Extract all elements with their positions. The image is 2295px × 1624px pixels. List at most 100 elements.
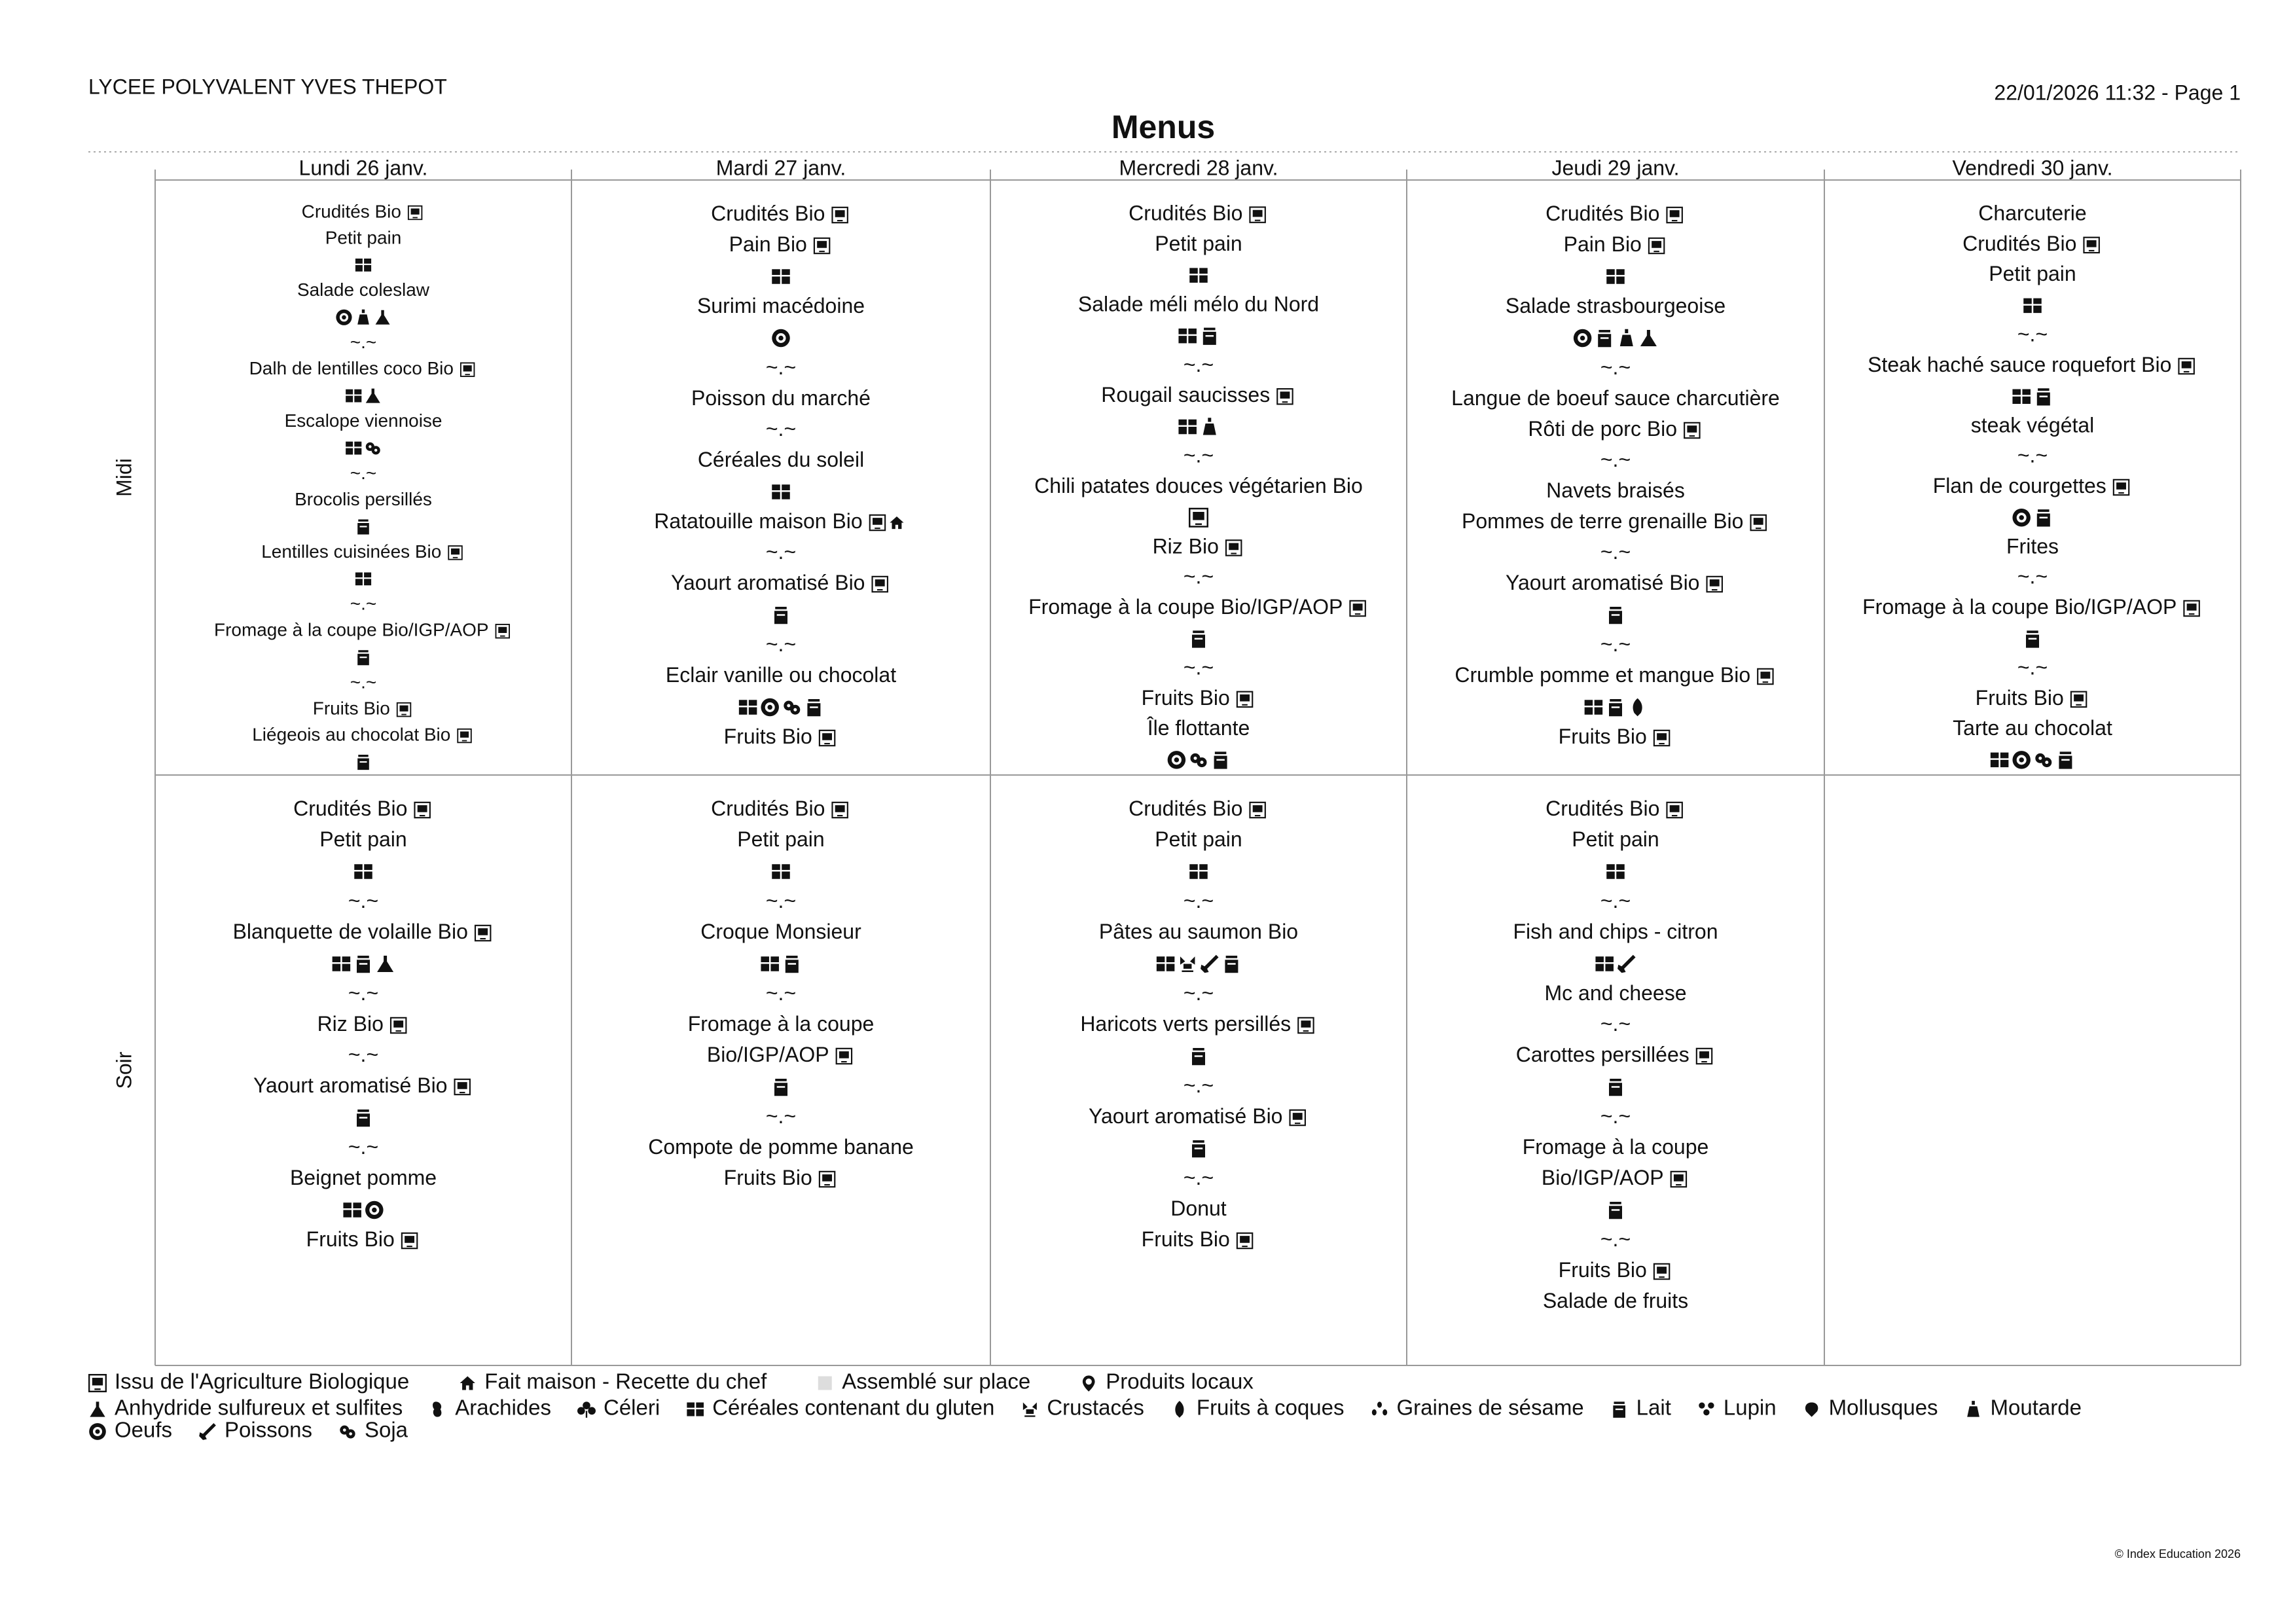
icon-shape: [776, 1086, 786, 1088]
icon-shape: [2116, 482, 2126, 494]
dish: Bio/IGP/AOP: [707, 1043, 829, 1066]
icon-shape: [687, 1402, 704, 1416]
separator: ~.~: [766, 1104, 796, 1128]
icon-lait: [1609, 1202, 1622, 1219]
dish: Petit pain: [325, 227, 402, 247]
icon-oeufs: [336, 309, 352, 325]
separator: ~.~: [1184, 1074, 1214, 1097]
dish: Crudités Bio: [1129, 202, 1242, 225]
icon-shape: [1193, 512, 1204, 526]
dish: Riz Bio: [317, 1012, 384, 1036]
dish: Petit pain: [737, 827, 824, 851]
icon-shape: [377, 956, 394, 972]
icon-bio: [869, 514, 886, 532]
legend-label: Céréales contenant du gluten: [712, 1396, 994, 1420]
icon-shape: [1657, 1267, 1667, 1278]
icon-bio: [88, 1374, 107, 1392]
icon-shape: [1619, 329, 1633, 346]
icon-shape: [1292, 1113, 1303, 1125]
legend-label: Anhydride sulfureux et sulfites: [115, 1396, 403, 1420]
dish: Dalh de lentilles coco Bio: [249, 358, 454, 378]
icon-oeufs: [2012, 509, 2031, 527]
icon-shape: [342, 315, 346, 320]
icon-bio: [818, 1170, 836, 1188]
dish: Blanquette de volaille Bio: [233, 920, 468, 943]
icon-bio: [1695, 1047, 1713, 1065]
icon-shape: [1276, 388, 1293, 405]
day-header: Jeudi 29 janv.: [1551, 156, 1679, 179]
icon-poissons: [199, 1423, 216, 1440]
legend-label: Lupin: [1724, 1396, 1777, 1420]
separator: ~.~: [766, 355, 796, 379]
dish: Flan de courgettes: [1933, 474, 2106, 497]
icon-lait: [1202, 327, 1216, 345]
icon-shape: [2012, 509, 2031, 527]
dish: Fruits Bio: [724, 1166, 812, 1189]
dish: Croque Monsieur: [700, 920, 861, 943]
separator: ~.~: [1600, 540, 1631, 564]
dish: Crudités Bio: [1545, 797, 1659, 820]
icon-shape: [405, 1236, 415, 1248]
separator: ~.~: [348, 1043, 378, 1066]
icon-shape: [1201, 954, 1219, 973]
icon-arachides: [433, 1401, 442, 1417]
icon-shape: [2019, 757, 2024, 763]
icon-soja: [784, 700, 801, 715]
icon-shape: [417, 805, 427, 817]
icon-shape: [1653, 729, 1671, 747]
separator: ~.~: [1600, 889, 1631, 912]
icon-shape: [359, 963, 368, 965]
dish: Céréales du soleil: [698, 448, 864, 471]
icon-gluten: [332, 956, 351, 971]
icon-oeufs: [365, 1200, 384, 1219]
icon-lait: [774, 1079, 787, 1096]
icon-shape: [772, 484, 790, 499]
dish: Eclair vanille ou chocolat: [666, 663, 896, 687]
dish: Yaourt aromatisé Bio: [1506, 571, 1699, 594]
icon-shape: [1225, 539, 1242, 556]
separator: ~.~: [348, 889, 378, 912]
icon-sesame: [1371, 1401, 1388, 1416]
meal-label: Midi: [112, 458, 136, 497]
icon-celeri: [577, 1401, 596, 1418]
icon-lait: [1192, 1140, 1205, 1158]
icon-shape: [831, 801, 848, 819]
icon-moutarde: [1202, 418, 1216, 435]
icon-lait: [2036, 509, 2050, 527]
icon-shape: [1805, 1402, 1818, 1417]
dish: Crudités Bio: [1129, 797, 1242, 820]
icon-lait: [357, 755, 369, 770]
icon-bio: [831, 206, 848, 224]
icon-shape: [761, 956, 779, 971]
separator: ~.~: [348, 1135, 378, 1159]
icon-shape: [761, 698, 779, 717]
icon-shape: [1082, 1375, 1095, 1392]
icon-shape: [354, 864, 372, 879]
icon-bio: [1653, 729, 1671, 747]
icon-shape: [1167, 751, 1186, 769]
dish: Petit pain: [1572, 827, 1659, 851]
dish: Salade de fruits: [1543, 1289, 1688, 1312]
icon-bio: [1670, 1170, 1688, 1188]
icon-shape: [342, 1428, 352, 1435]
dish: Ratatouille maison Bio: [654, 509, 862, 533]
icon-fruitscoques: [1175, 1401, 1184, 1418]
icon-lait: [357, 519, 369, 535]
icon-bio: [1648, 237, 1665, 255]
icon-shape: [414, 801, 431, 819]
dish: Liégeois au chocolat Bio: [252, 724, 450, 744]
dish: Pain Bio: [729, 232, 807, 256]
icon-shape: [393, 1020, 404, 1032]
icon-shape: [1194, 638, 1203, 640]
icon-shape: [1611, 1209, 1620, 1211]
separator: ~.~: [350, 594, 376, 614]
icon-shape: [495, 624, 510, 639]
dish: Petit pain: [1155, 827, 1242, 851]
icon-shape: [1229, 543, 1239, 554]
dish: Poisson du marché: [691, 386, 871, 410]
icon-shape: [1194, 1055, 1203, 1057]
icon-lait: [2036, 388, 2050, 406]
icon-bio: [1666, 206, 1683, 224]
icon-gluten: [355, 572, 372, 586]
